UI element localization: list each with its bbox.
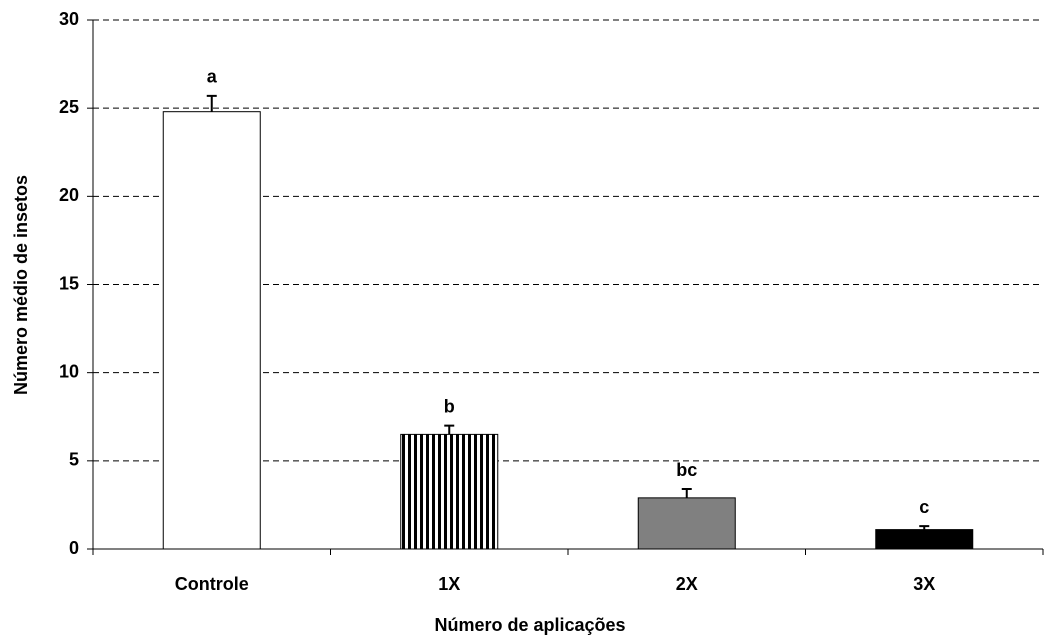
y-tick-label: 5 xyxy=(69,450,79,470)
bar xyxy=(400,433,499,550)
significance-letter: a xyxy=(207,67,218,87)
x-tick-label: Controle xyxy=(175,574,249,594)
y-tick-label: 20 xyxy=(59,185,79,205)
error-bar xyxy=(919,525,930,530)
y-tick-label: 30 xyxy=(59,9,79,29)
x-tick-label: 3X xyxy=(913,574,935,594)
error-bar xyxy=(444,424,455,435)
error-bar xyxy=(206,94,217,112)
error-bar xyxy=(681,488,692,498)
x-tick-label: 1X xyxy=(438,574,460,594)
significance-letter: bc xyxy=(676,460,697,480)
significance-letter: b xyxy=(444,396,455,416)
y-axis-label: Número médio de insetos xyxy=(11,175,31,395)
x-axis-label: Número de aplicações xyxy=(434,615,625,635)
y-tick-label: 0 xyxy=(69,538,79,558)
bar xyxy=(637,497,736,550)
y-tick-label: 10 xyxy=(59,361,79,381)
y-tick-label: 25 xyxy=(59,97,79,117)
bar xyxy=(875,529,974,550)
x-tick-label: 2X xyxy=(676,574,698,594)
y-tick-label: 15 xyxy=(59,273,79,293)
significance-letter: c xyxy=(919,497,929,517)
bar xyxy=(162,111,261,550)
